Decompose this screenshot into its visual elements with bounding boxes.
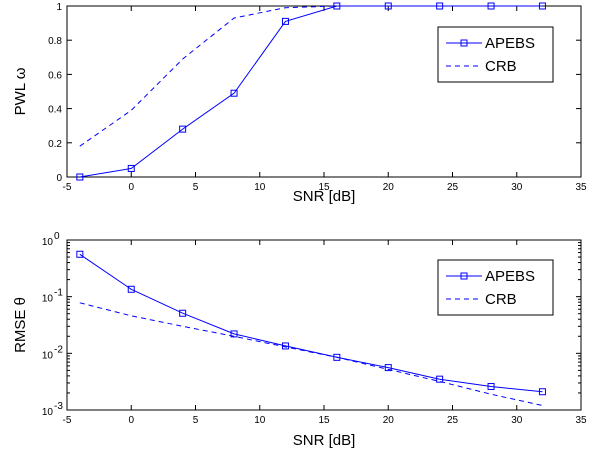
y-tick-label: 0.4 xyxy=(48,105,62,116)
legend-box xyxy=(437,26,554,83)
series-line-crb xyxy=(79,302,543,406)
y-tick-exponent: -3 xyxy=(54,401,63,412)
data-point xyxy=(487,382,495,390)
x-tick-label: 25 xyxy=(447,182,459,193)
data-point xyxy=(333,353,341,361)
data-point xyxy=(230,89,238,97)
x-tick-label: 20 xyxy=(383,415,395,426)
x-tick-label: 10 xyxy=(254,182,266,193)
x-tick-label: -5 xyxy=(63,182,72,193)
x-tick-label: 0 xyxy=(128,415,134,426)
data-point xyxy=(384,364,392,372)
x-tick-label: 15 xyxy=(318,415,330,426)
legend-label-crb: CRB xyxy=(485,58,517,75)
y-tick-label: 1 xyxy=(56,2,62,13)
data-point xyxy=(76,173,84,181)
legend-label-apebs: APEBS xyxy=(485,268,535,285)
data-point xyxy=(179,309,187,317)
x-tick-label: -5 xyxy=(63,415,72,426)
legend-box xyxy=(437,259,554,316)
data-point xyxy=(230,330,238,338)
x-tick-label: 35 xyxy=(575,415,587,426)
x-tick-label: 30 xyxy=(511,415,523,426)
series-line-crb xyxy=(79,5,543,147)
x-tick-label: 5 xyxy=(193,415,199,426)
y-axis-label: PWL ω xyxy=(12,67,29,115)
y-tick-label: 10 xyxy=(42,350,54,361)
data-point xyxy=(436,2,444,10)
data-point xyxy=(179,125,187,133)
y-axis-label: RMSE θ xyxy=(12,297,29,353)
data-point xyxy=(127,285,135,293)
x-tick-label: 15 xyxy=(318,182,330,193)
y-tick-label: 0.6 xyxy=(48,70,62,81)
y-tick-label: 0.2 xyxy=(48,139,62,150)
x-tick-label: 0 xyxy=(128,182,134,193)
y-tick-label: 0 xyxy=(56,173,62,184)
data-point xyxy=(76,250,84,258)
legend: APEBS CRB xyxy=(437,259,554,316)
x-axis-label: SNR [dB] xyxy=(293,188,356,205)
legend-marker xyxy=(460,39,468,47)
data-point xyxy=(281,17,289,25)
y-tick-label: 10 xyxy=(42,237,54,248)
x-tick-label: 30 xyxy=(511,182,523,193)
x-tick-label: 10 xyxy=(254,415,266,426)
x-axis-label: SNR [dB] xyxy=(293,432,356,449)
y-tick-exponent: 0 xyxy=(54,231,60,242)
data-point xyxy=(538,388,546,396)
y-tick-exponent: -1 xyxy=(54,288,63,299)
y-tick-label: 0.8 xyxy=(48,36,62,47)
legend-label-apebs: APEBS xyxy=(485,35,535,52)
y-tick-label: 10 xyxy=(42,407,54,418)
data-point xyxy=(436,375,444,383)
y-tick-label: 10 xyxy=(42,294,54,305)
legend-marker xyxy=(460,272,468,280)
y-tick-exponent: -2 xyxy=(54,344,63,355)
x-tick-label: 35 xyxy=(575,182,587,193)
x-tick-label: 5 xyxy=(193,182,199,193)
legend: APEBS CRB xyxy=(437,26,554,83)
x-tick-label: 20 xyxy=(383,182,395,193)
x-tick-label: 25 xyxy=(447,415,459,426)
data-point xyxy=(127,164,135,172)
legend-label-crb: CRB xyxy=(485,291,517,308)
